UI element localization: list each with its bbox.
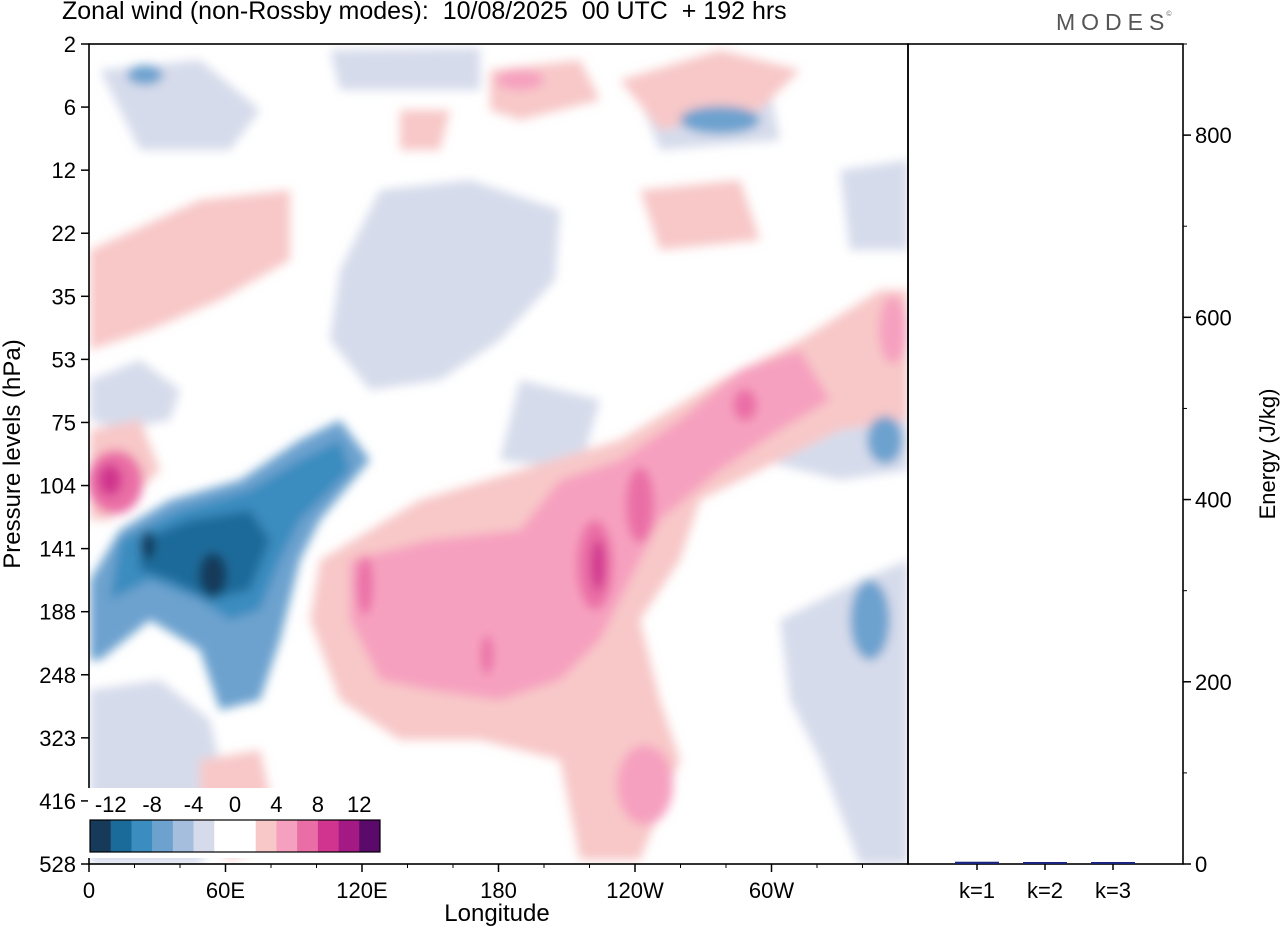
modes-logo: MODES© xyxy=(1056,9,1176,36)
energy-category-label: k=3 xyxy=(1095,878,1131,903)
field-region xyxy=(680,106,760,134)
field-region xyxy=(840,160,908,250)
energy-ylabel: Energy (J/kg) xyxy=(1255,389,1280,520)
y-tick-label: 323 xyxy=(39,726,76,751)
energy-y-ticks: 0 200 400 600 800 xyxy=(1183,43,1232,877)
colorbar-label: 12 xyxy=(347,792,371,817)
y-tick-label: 104 xyxy=(39,474,76,499)
field-region xyxy=(626,467,654,543)
field-region xyxy=(733,389,757,421)
y-tick-label: 6 xyxy=(64,95,76,120)
x-tick-label: 60E xyxy=(206,878,245,903)
colorbar-swatch xyxy=(193,820,215,852)
field-region xyxy=(617,745,673,825)
y-tick-label: 53 xyxy=(52,347,76,372)
energy-frame xyxy=(907,43,1184,865)
field-region xyxy=(879,296,907,364)
colorbar-label: 4 xyxy=(270,792,282,817)
logo-mark: © xyxy=(1166,11,1172,18)
colorbar-swatches xyxy=(89,819,381,853)
x-tick-label: 0 xyxy=(83,878,95,903)
y-tick-label: 75 xyxy=(52,410,76,435)
energy-tick-label: 800 xyxy=(1195,123,1232,148)
energy-tick-label: 0 xyxy=(1195,852,1207,877)
y-axis-label: Pressure levels (hPa) xyxy=(0,339,26,568)
y-tick-label: 12 xyxy=(52,158,76,183)
energy-bar xyxy=(1091,862,1135,864)
field-region xyxy=(357,555,373,615)
colorbar: -12 -8 -4 0 4 8 12 xyxy=(88,788,384,858)
colorbar-frame xyxy=(89,819,381,853)
colorbar-label: 0 xyxy=(229,792,241,817)
colorbar-labels: -12 -8 -4 0 4 8 12 xyxy=(95,792,372,817)
x-tick-label: 120E xyxy=(336,878,387,903)
chart-title: Zonal wind (non-Rossby modes): 10/08/202… xyxy=(62,0,787,25)
x-tick-label: 60W xyxy=(749,878,794,903)
field-region xyxy=(867,416,903,464)
energy-tick-label: 400 xyxy=(1195,488,1232,513)
field-region xyxy=(199,553,227,597)
logo-text: MODES xyxy=(1056,9,1171,35)
field-region xyxy=(850,580,890,660)
x-axis-label: Longitude xyxy=(444,900,549,927)
energy-categories: k=1 k=2 k=3 xyxy=(959,864,1131,903)
field-region xyxy=(90,190,290,350)
colorbar-swatch xyxy=(214,820,236,852)
energy-bar xyxy=(955,861,999,864)
colorbar-swatch xyxy=(297,820,319,852)
field-region xyxy=(620,50,800,130)
energy-category-label: k=2 xyxy=(1027,878,1063,903)
x-tick-label: 180 xyxy=(480,878,517,903)
y-axis-ticks: 2 6 12 22 35 53 75 104 141 188 248 323 416 528 xyxy=(39,32,89,877)
colorbar-swatch xyxy=(359,820,381,852)
y-tick-label: 528 xyxy=(39,852,76,877)
colorbar-swatch xyxy=(172,820,194,852)
y-tick-label: 188 xyxy=(39,600,76,625)
field-region xyxy=(400,110,450,150)
energy-panel: 0 200 400 600 800 k=1 k=2 k=3 Energy (J/kg) xyxy=(907,43,1280,903)
colorbar-swatch xyxy=(255,820,277,852)
field-region xyxy=(481,635,493,675)
energy-category-label: k=1 xyxy=(959,878,995,903)
colorbar-swatch xyxy=(152,820,174,852)
field-region xyxy=(127,65,163,85)
field-region xyxy=(330,48,480,90)
field-region xyxy=(98,464,122,496)
field-region xyxy=(496,70,544,90)
colorbar-label: 8 xyxy=(312,792,324,817)
colorbar-label: -8 xyxy=(142,792,162,817)
field-region xyxy=(500,380,600,470)
y-tick-label: 248 xyxy=(39,663,76,688)
y-tick-label: 35 xyxy=(52,284,76,309)
field-region xyxy=(90,360,180,430)
y-tick-label: 141 xyxy=(39,537,76,562)
colorbar-swatch xyxy=(110,820,132,852)
colorbar-swatch xyxy=(131,820,153,852)
y-tick-label: 416 xyxy=(39,789,76,814)
y-tick-label: 22 xyxy=(52,221,76,246)
colorbar-label: -12 xyxy=(95,792,127,817)
colorbar-swatch xyxy=(90,820,112,852)
colorbar-swatch xyxy=(317,820,339,852)
energy-bars xyxy=(955,861,1135,864)
field-region xyxy=(640,180,760,250)
colorbar-swatch xyxy=(276,820,298,852)
energy-bar xyxy=(1023,862,1067,864)
x-axis-ticks: 0 60E 120E 180 120W 60W xyxy=(83,864,863,903)
field-region xyxy=(141,531,155,559)
field-region xyxy=(140,510,270,600)
energy-tick-label: 200 xyxy=(1195,670,1232,695)
field-region xyxy=(330,180,560,390)
energy-tick-label: 600 xyxy=(1195,305,1232,330)
colorbar-label: -4 xyxy=(184,792,204,817)
y-tick-label: 2 xyxy=(64,32,76,57)
colorbar-swatch xyxy=(235,820,257,852)
heatmap-field xyxy=(89,48,908,864)
x-tick-label: 120W xyxy=(606,878,664,903)
colorbar-swatch xyxy=(338,820,360,852)
field-region xyxy=(591,539,605,591)
heatmap-panel xyxy=(88,43,909,865)
